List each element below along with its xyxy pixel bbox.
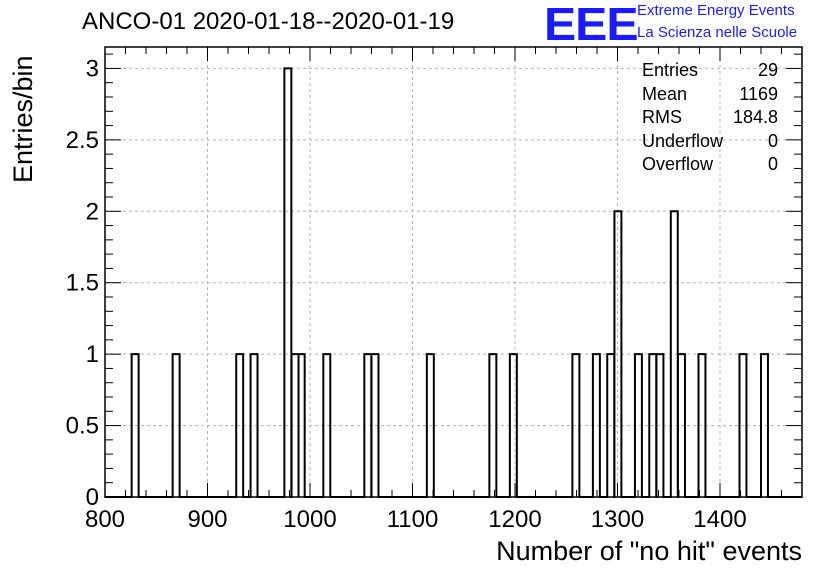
chart-title: ANCO-01 2020-01-18--2020-01-19 <box>82 8 455 35</box>
axis-ticks <box>104 47 803 498</box>
y-tick-labels: 0 0.5 1 1.5 2 2.5 3 <box>66 55 99 511</box>
stats-key: Mean <box>642 83 688 104</box>
x-tick-label: 1200 <box>488 506 541 533</box>
stats-value: 184.8 <box>732 107 778 127</box>
x-tick-label: 1300 <box>591 506 644 533</box>
x-tick-label: 1000 <box>283 506 336 533</box>
logo-line-1: Extreme Energy Events <box>637 2 795 19</box>
x-tick-label: 1400 <box>693 506 746 533</box>
stats-key: Entries <box>642 60 699 80</box>
stats-value: 0 <box>767 130 778 151</box>
eee-logo: EEE <box>544 0 639 50</box>
stats-value: 0 <box>767 154 778 174</box>
stats-row-overflow: Overflow 0 <box>642 153 778 177</box>
stats-key: Overflow <box>642 154 714 174</box>
x-tick-label: 800 <box>85 506 125 533</box>
stats-value: 29 <box>757 60 778 80</box>
y-tick-label: 0.5 <box>66 413 99 440</box>
stats-row-entries: Entries 29 <box>642 59 778 83</box>
stats-row-mean: Mean 1169 <box>642 83 778 107</box>
stats-key: RMS <box>642 107 682 127</box>
grid-lines <box>104 47 802 497</box>
stats-row-underflow: Underflow 0 <box>642 130 778 154</box>
y-tick-label: 1.5 <box>66 270 99 297</box>
y-tick-label: 3 <box>86 55 99 82</box>
y-tick-label: 2 <box>86 198 99 225</box>
stats-value: 1169 <box>739 83 778 104</box>
x-axis-label: Number of "no hit" events <box>496 536 802 566</box>
y-axis-label: Entries/bin <box>8 55 38 183</box>
x-tick-labels: 800 900 1000 1100 1200 1300 1400 <box>85 506 747 533</box>
y-tick-label: 0 <box>86 484 99 511</box>
x-tick-label: 900 <box>187 506 227 533</box>
stats-row-rms: RMS 184.8 <box>642 106 778 130</box>
x-tick-label: 1100 <box>387 506 439 533</box>
stats-box: Entries 29 Mean 1169 RMS 184.8 Underflow… <box>642 59 778 177</box>
y-tick-label: 2.5 <box>66 127 99 154</box>
y-tick-label: 1 <box>86 341 99 368</box>
logo-line-2: La Scienza nelle Scuole <box>637 24 798 41</box>
stats-key: Underflow <box>642 130 724 151</box>
